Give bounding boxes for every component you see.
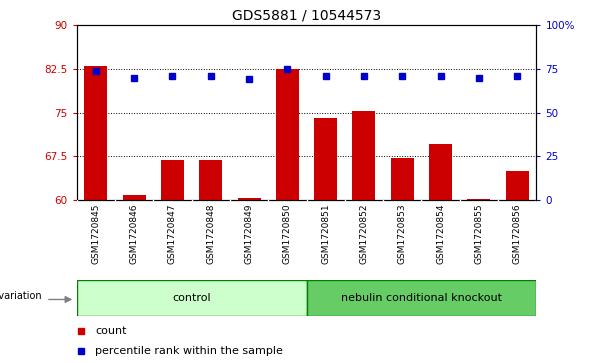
Text: control: control xyxy=(172,293,211,303)
Bar xyxy=(429,144,452,200)
Bar xyxy=(314,118,337,200)
Text: GSM1720853: GSM1720853 xyxy=(398,204,407,264)
FancyBboxPatch shape xyxy=(77,280,306,316)
Text: genotype/variation: genotype/variation xyxy=(0,291,42,301)
Bar xyxy=(199,160,223,200)
Bar xyxy=(161,160,184,200)
Text: GSM1720855: GSM1720855 xyxy=(474,204,484,264)
Text: percentile rank within the sample: percentile rank within the sample xyxy=(95,346,283,356)
Bar xyxy=(238,199,261,200)
Bar xyxy=(123,195,145,200)
Text: GSM1720849: GSM1720849 xyxy=(245,204,254,264)
Text: GSM1720856: GSM1720856 xyxy=(512,204,522,264)
Text: nebulin conditional knockout: nebulin conditional knockout xyxy=(341,293,502,303)
Bar xyxy=(467,199,490,200)
Bar xyxy=(352,111,375,200)
Text: GSM1720850: GSM1720850 xyxy=(283,204,292,264)
Text: GSM1720852: GSM1720852 xyxy=(359,204,368,264)
Bar xyxy=(391,158,414,200)
Text: GSM1720851: GSM1720851 xyxy=(321,204,330,264)
Bar xyxy=(276,69,299,200)
Bar xyxy=(506,171,528,200)
Text: GSM1720854: GSM1720854 xyxy=(436,204,445,264)
Text: GSM1720847: GSM1720847 xyxy=(168,204,177,264)
Text: GSM1720845: GSM1720845 xyxy=(91,204,101,264)
Bar xyxy=(84,66,107,200)
Text: GSM1720846: GSM1720846 xyxy=(129,204,139,264)
Text: GSM1720848: GSM1720848 xyxy=(206,204,215,264)
Text: count: count xyxy=(95,326,126,336)
Title: GDS5881 / 10544573: GDS5881 / 10544573 xyxy=(232,9,381,23)
FancyBboxPatch shape xyxy=(306,280,536,316)
